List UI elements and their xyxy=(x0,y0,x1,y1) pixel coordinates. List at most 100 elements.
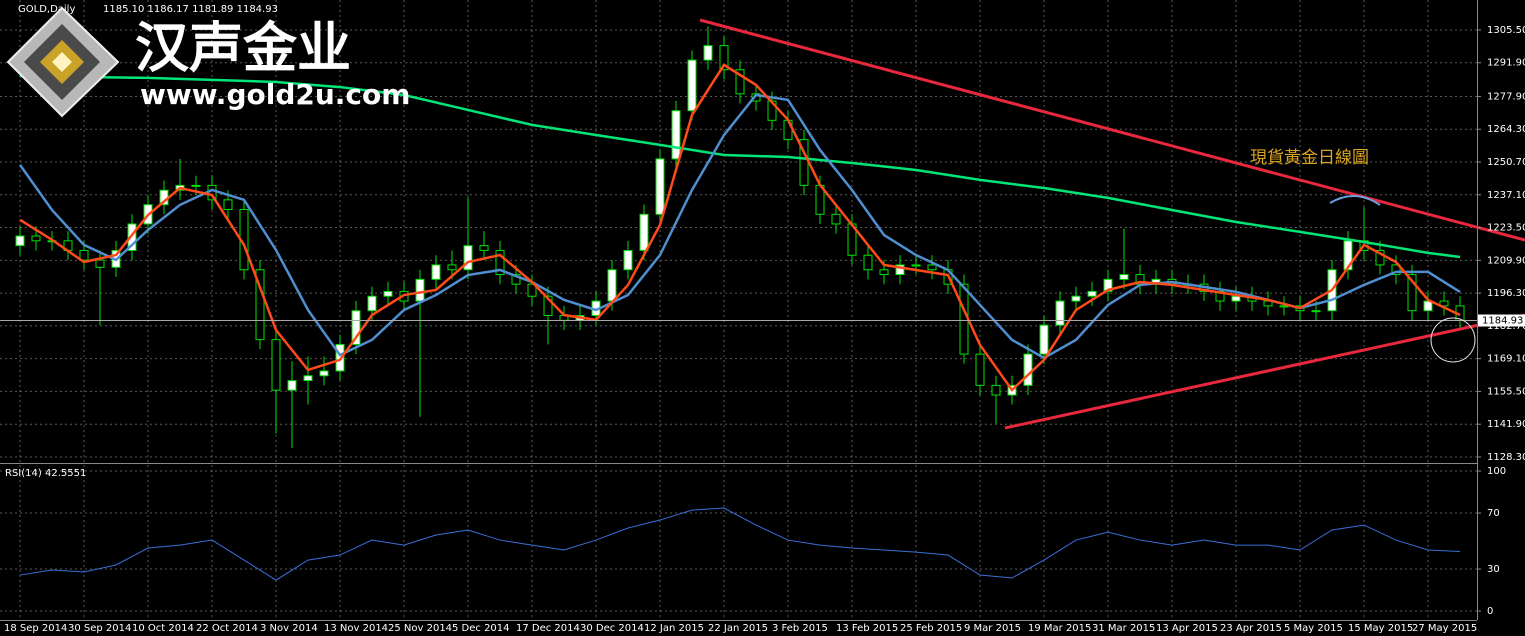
candle-body xyxy=(831,213,841,225)
candle-body xyxy=(1087,290,1097,297)
candle-body xyxy=(303,375,313,382)
candle-body xyxy=(255,269,265,341)
y-tick-label: 1209.90 xyxy=(1487,255,1525,266)
y-tick-label: 0 xyxy=(1487,606,1493,617)
highlight-circle xyxy=(1430,317,1476,363)
x-tick-label: 13 Apr 2015 xyxy=(1156,623,1218,634)
rsi-title: RSI(14) 42.5551 xyxy=(5,468,86,479)
x-tick-label: 22 Oct 2014 xyxy=(196,623,258,634)
candle-body xyxy=(15,235,25,247)
candle-body xyxy=(607,269,617,302)
x-tick-label: 10 Oct 2014 xyxy=(132,623,194,634)
candle-body xyxy=(1119,274,1129,280)
x-tick-label: 12 Jan 2015 xyxy=(644,623,704,634)
candle-body xyxy=(975,353,985,386)
x-tick-label: 15 May 2015 xyxy=(1348,623,1413,634)
candle-body xyxy=(911,264,921,267)
x-tick-label: 13 Nov 2014 xyxy=(324,623,388,634)
candle-body xyxy=(287,380,297,391)
rsi-line xyxy=(19,507,1461,581)
x-tick-label: 19 Mar 2015 xyxy=(1028,623,1091,634)
candle-body xyxy=(271,339,281,391)
logo-name: 汉声金业 xyxy=(135,17,351,80)
y-tick-label: 100 xyxy=(1487,466,1506,477)
x-tick-label: 30 Dec 2014 xyxy=(580,623,644,634)
candle-body xyxy=(223,199,233,210)
rsi-name: RSI(14) xyxy=(5,468,42,479)
candle-body xyxy=(1055,300,1065,326)
last-price-label: 1184.93 xyxy=(1482,316,1523,327)
candle-body xyxy=(527,283,537,297)
candle-body xyxy=(1039,324,1049,355)
trend-line xyxy=(1004,313,1525,430)
trend-line xyxy=(699,18,1525,242)
x-tick-label: 18 Sep 2014 xyxy=(4,623,67,634)
candle-body xyxy=(191,184,201,187)
logo: 汉声金业 www.gold2u.com xyxy=(6,6,410,118)
x-tick-label: 3 Feb 2015 xyxy=(772,623,828,634)
moving-average xyxy=(18,93,1461,360)
candle-body xyxy=(639,213,649,251)
x-tick-label: 22 Jan 2015 xyxy=(708,623,768,634)
candle-body xyxy=(1071,295,1081,302)
x-tick-label: 25 Nov 2014 xyxy=(388,623,452,634)
candle-body xyxy=(31,235,41,242)
y-tick-label: 1155.50 xyxy=(1487,386,1525,397)
candle-body xyxy=(447,264,457,271)
candle-body xyxy=(495,249,505,276)
moving-average xyxy=(19,63,1461,392)
y-tick-label: 1141.90 xyxy=(1487,419,1525,430)
y-tick-label: 30 xyxy=(1487,564,1500,575)
x-tick-label: 17 Dec 2014 xyxy=(516,623,580,634)
candle-body xyxy=(1343,240,1353,271)
y-tick-label: 1264.30 xyxy=(1487,124,1525,135)
x-tick-label: 23 Apr 2015 xyxy=(1220,623,1282,634)
ohlc-header: 1185.10 1186.17 1181.89 1184.93 xyxy=(103,4,278,15)
x-tick-label: 30 Sep 2014 xyxy=(68,623,131,634)
y-tick-label: 1305.50 xyxy=(1487,25,1525,36)
y-tick-label: 1277.90 xyxy=(1487,91,1525,102)
candle-body xyxy=(127,223,137,251)
y-tick-label: 1250.70 xyxy=(1487,157,1525,168)
candle-body xyxy=(863,254,873,271)
y-tick-label: 1291.90 xyxy=(1487,58,1525,69)
candle-body xyxy=(655,158,665,215)
y-tick-label: 1196.30 xyxy=(1487,288,1525,299)
candle-body xyxy=(351,310,361,345)
candle-body xyxy=(1375,249,1385,266)
candle-body xyxy=(671,110,681,160)
plot-area xyxy=(0,0,1477,620)
rsi-last-value: 42.5551 xyxy=(45,468,86,479)
candle-body xyxy=(959,283,969,355)
annotation: 現貨黃金日線圖 xyxy=(1250,148,1369,168)
candle-body xyxy=(895,264,905,276)
candle-body xyxy=(1023,353,1033,386)
x-tick-label: 31 Mar 2015 xyxy=(1092,623,1155,634)
logo-url: www.gold2u.com xyxy=(140,78,410,111)
candle-body xyxy=(703,45,713,61)
candle-body xyxy=(735,69,745,95)
candle-body xyxy=(431,264,441,280)
last-price-box xyxy=(1478,314,1525,327)
x-tick-label: 25 Feb 2015 xyxy=(900,623,962,634)
symbol-label: GOLD,Daily xyxy=(18,4,75,15)
candle-body xyxy=(927,264,937,271)
candle-body xyxy=(95,259,105,268)
logo-center xyxy=(52,52,72,72)
candle-body xyxy=(1231,295,1241,302)
candle-body xyxy=(687,59,697,112)
moving-average xyxy=(19,74,1461,259)
candle-body xyxy=(991,384,1001,396)
candle-body xyxy=(1311,310,1321,313)
candle-body xyxy=(479,245,489,251)
candle-body xyxy=(335,343,345,372)
x-tick-label: 5 May 2015 xyxy=(1284,623,1343,634)
candle-body xyxy=(79,249,89,261)
x-tick-label: 9 Mar 2015 xyxy=(964,623,1021,634)
y-tick-label: 1128.30 xyxy=(1487,452,1525,463)
y-tick-label: 1223.50 xyxy=(1487,223,1525,234)
candle-body xyxy=(1439,300,1449,307)
x-tick-label: 13 Feb 2015 xyxy=(836,623,898,634)
